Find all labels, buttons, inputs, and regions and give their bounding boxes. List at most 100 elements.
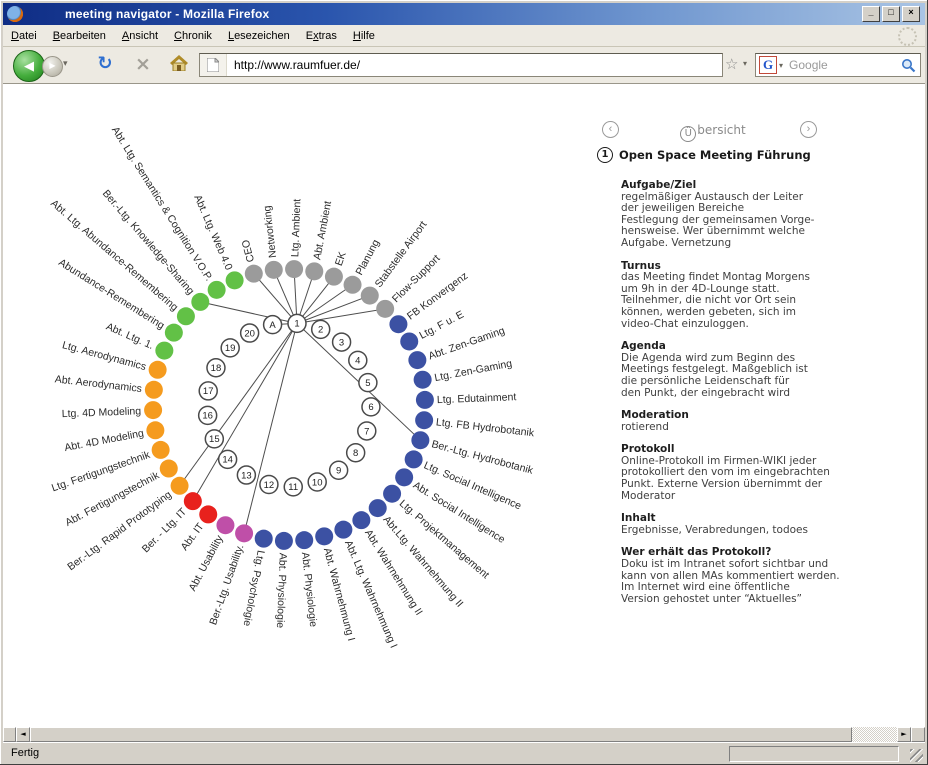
home-button[interactable]: [167, 55, 191, 75]
org-node-dot[interactable]: [264, 260, 283, 279]
scroll-left-button[interactable]: ◄: [16, 727, 30, 742]
meeting-node-12[interactable]: [259, 474, 279, 495]
meeting-node-15[interactable]: [204, 429, 225, 449]
close-button[interactable]: ×: [902, 6, 920, 22]
meeting-node-17[interactable]: [198, 381, 218, 401]
org-node-label[interactable]: Ltg. FB Hydrobotanik: [435, 416, 535, 439]
meeting-node-10[interactable]: [307, 472, 327, 492]
org-node-dot[interactable]: [368, 499, 387, 518]
org-node-label[interactable]: Abt. Physiologie: [274, 553, 289, 629]
org-node-dot[interactable]: [295, 531, 314, 550]
org-node-dot[interactable]: [216, 516, 235, 535]
org-node-dot[interactable]: [146, 421, 165, 440]
org-node-dot[interactable]: [148, 360, 167, 379]
minimize-button[interactable]: _: [862, 6, 880, 22]
org-node-label[interactable]: Abt. Physiologie: [299, 551, 319, 627]
reload-button[interactable]: ↻: [97, 53, 113, 74]
maximize-button[interactable]: □: [882, 6, 900, 22]
org-node-dot[interactable]: [176, 307, 195, 326]
menu-hilfe[interactable]: Hilfe: [352, 29, 375, 42]
org-node-dot[interactable]: [376, 299, 395, 318]
history-dropdown[interactable]: ▾: [63, 58, 68, 68]
org-node-dot[interactable]: [207, 280, 226, 299]
menu-datei[interactable]: Datei: [11, 29, 37, 42]
org-node-dot[interactable]: [305, 262, 324, 281]
scrollbar-thumb[interactable]: [30, 727, 852, 742]
search-engine-dropdown[interactable]: ▾: [779, 60, 784, 70]
meeting-node-14[interactable]: [217, 449, 238, 470]
org-node-dot[interactable]: [343, 275, 362, 294]
search-input[interactable]: Google: [789, 58, 828, 72]
panel-next-button[interactable]: ›: [800, 121, 817, 138]
url-bar[interactable]: http://www.raumfuer.de/: [199, 53, 723, 77]
org-node-label[interactable]: Ltg. Zen-Gaming: [433, 358, 513, 384]
bookmark-star-icon[interactable]: ☆: [725, 55, 739, 73]
org-node-dot[interactable]: [199, 505, 218, 524]
meeting-node-A[interactable]: [262, 314, 283, 335]
org-node-dot[interactable]: [383, 484, 402, 503]
org-node-label[interactable]: Abt. Ltg. 1.: [104, 321, 155, 352]
org-node-dot[interactable]: [183, 492, 202, 511]
magnifier-icon[interactable]: [901, 58, 916, 73]
org-node-label[interactable]: Ltg. Ambient: [289, 198, 303, 257]
org-node-label[interactable]: Abt. 4D Modeling: [63, 427, 145, 454]
panel-prev-button[interactable]: ‹: [602, 121, 619, 138]
org-node-dot[interactable]: [413, 370, 432, 389]
org-node-label[interactable]: EK: [333, 250, 349, 267]
url-input[interactable]: http://www.raumfuer.de/: [234, 58, 361, 72]
org-node-dot[interactable]: [395, 468, 414, 487]
org-node-dot[interactable]: [225, 271, 244, 290]
meeting-node-1[interactable]: [287, 313, 307, 334]
org-node-dot[interactable]: [415, 390, 434, 409]
org-node-dot[interactable]: [170, 476, 189, 495]
menu-ansicht[interactable]: Ansicht: [121, 29, 159, 42]
org-node-dot[interactable]: [159, 459, 178, 478]
org-node-dot[interactable]: [360, 286, 379, 305]
forward-button[interactable]: ▶: [42, 56, 63, 77]
org-node-label[interactable]: Abt. Ambient: [311, 200, 334, 261]
org-node-dot[interactable]: [324, 267, 343, 286]
org-node-dot[interactable]: [244, 264, 263, 283]
meeting-node-18[interactable]: [206, 357, 226, 378]
meeting-node-2[interactable]: [310, 319, 331, 340]
org-node-dot[interactable]: [285, 260, 304, 279]
menu-chronik[interactable]: Chronik: [174, 29, 212, 42]
resize-grip[interactable]: [910, 749, 923, 762]
org-node-dot[interactable]: [155, 341, 174, 360]
menu-bearbeiten[interactable]: Bearbeiten: [52, 29, 106, 42]
title-bar[interactable]: meeting navigator - Mozilla Firefox _ □ …: [3, 3, 925, 25]
org-node-label[interactable]: Ltg. Psychologie: [241, 549, 267, 627]
menu-extras[interactable]: Extras: [305, 29, 337, 42]
org-node-label[interactable]: Planung: [353, 237, 382, 277]
meeting-node-20[interactable]: [239, 323, 260, 343]
search-bar[interactable]: G ▾ Google: [755, 53, 921, 77]
org-node-dot[interactable]: [274, 531, 293, 550]
org-node-label[interactable]: Abt. IT: [178, 520, 206, 552]
org-node-label[interactable]: Ltg. Edutainment: [437, 391, 517, 406]
org-node-dot[interactable]: [408, 351, 427, 370]
stop-button[interactable]: ×: [135, 53, 151, 75]
org-node-label[interactable]: Abt. Aerodynamics: [54, 373, 142, 395]
org-node-dot[interactable]: [352, 511, 371, 530]
meeting-node-8[interactable]: [345, 442, 366, 463]
org-node-dot[interactable]: [254, 529, 273, 548]
org-node-dot[interactable]: [164, 323, 183, 342]
meeting-node-9[interactable]: [328, 460, 349, 481]
org-node-dot[interactable]: [315, 527, 334, 546]
org-node-dot[interactable]: [144, 401, 163, 420]
meeting-node-4[interactable]: [348, 350, 368, 371]
meeting-node-3[interactable]: [331, 332, 352, 352]
org-node-label[interactable]: CEO: [240, 238, 257, 263]
meeting-node-19[interactable]: [220, 338, 240, 358]
meeting-node-6[interactable]: [361, 397, 381, 417]
site-identity-box[interactable]: [200, 54, 227, 76]
org-node-dot[interactable]: [389, 315, 408, 334]
meeting-node-7[interactable]: [357, 421, 377, 441]
meeting-node-16[interactable]: [197, 405, 218, 426]
menu-lesezeichen[interactable]: Lesezeichen: [227, 29, 290, 42]
back-button[interactable]: ◀: [13, 50, 45, 82]
meeting-node-5[interactable]: [358, 372, 378, 393]
org-node-dot[interactable]: [400, 332, 419, 351]
org-node-dot[interactable]: [235, 524, 254, 543]
